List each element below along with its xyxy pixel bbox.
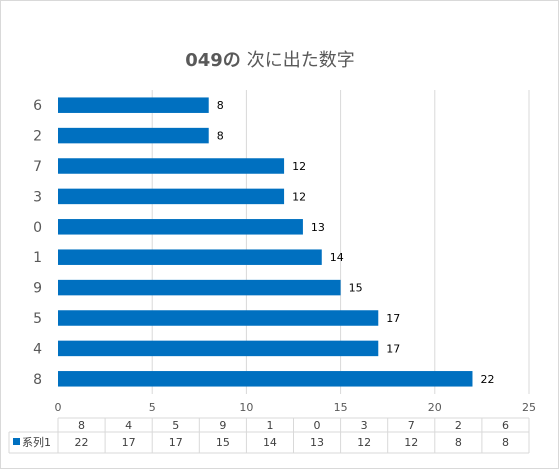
x-tick-label-0: 0	[55, 401, 62, 414]
bar-2	[58, 127, 209, 144]
data-label-2: 8	[217, 130, 224, 143]
data-label-6: 8	[217, 99, 224, 112]
x-tick-label-5: 5	[149, 401, 156, 414]
table-value-cell: 22	[75, 436, 89, 449]
category-label-6: 6	[33, 98, 42, 114]
table-row-label: 系列1	[22, 435, 51, 449]
bar-5	[58, 310, 379, 326]
table-header-cell: 4	[125, 419, 132, 432]
table-value-cell: 8	[502, 436, 509, 449]
bar-4	[58, 340, 379, 357]
data-label-9: 15	[349, 282, 363, 295]
table-value-cell: 15	[216, 436, 230, 449]
category-label-2: 2	[33, 129, 42, 145]
category-label-7: 7	[33, 159, 42, 175]
data-label-4: 17	[386, 342, 400, 355]
table-value-cell: 17	[122, 436, 136, 449]
data-label-8: 22	[480, 373, 494, 386]
chart-title-bold: 049の	[185, 50, 241, 71]
table-header-cell: 7	[408, 419, 415, 432]
chart-title-rest: 次に出た数字	[247, 50, 355, 71]
x-tick-label-25: 25	[522, 401, 536, 414]
table-header-cell: 9	[219, 419, 226, 432]
data-label-7: 12	[292, 160, 306, 173]
category-label-4: 4	[33, 341, 42, 357]
category-label-0: 0	[33, 220, 42, 236]
x-tick-label-20: 20	[428, 401, 442, 414]
category-label-3: 3	[33, 189, 42, 205]
bar-8	[58, 371, 473, 387]
data-label-5: 17	[386, 312, 400, 325]
category-label-8: 8	[33, 372, 42, 388]
bar-3	[58, 188, 285, 205]
x-tick-label-15: 15	[334, 401, 348, 414]
data-label-1: 14	[330, 251, 344, 264]
bar-9	[58, 279, 341, 296]
legend-key-swatch	[13, 438, 20, 445]
table-header-cell: 0	[314, 419, 321, 432]
bar-6	[58, 97, 209, 113]
bar-1	[58, 249, 322, 265]
chart-title: 049の 次に出た数字	[185, 50, 355, 71]
table-value-cell: 13	[310, 436, 324, 449]
table-value-cell: 12	[404, 436, 418, 449]
category-label-1: 1	[33, 250, 42, 266]
x-tick-label-10: 10	[239, 401, 253, 414]
table-header-cell: 8	[78, 419, 85, 432]
table-value-cell: 8	[455, 436, 462, 449]
table-value-cell: 17	[169, 436, 183, 449]
table-header-cell: 1	[266, 419, 273, 432]
bar-7	[58, 158, 285, 174]
category-label-9: 9	[33, 281, 42, 297]
table-value-cell: 14	[263, 436, 277, 449]
category-label-5: 5	[33, 311, 42, 327]
table-value-cell: 12	[357, 436, 371, 449]
table-header-cell: 5	[172, 419, 179, 432]
table-header-cell: 3	[361, 419, 368, 432]
data-table: 8 4 5 9 1 0 3 7 2 6 22 17 17 15 14 13 12 12 8 8 系列1	[8, 417, 530, 454]
data-label-3: 12	[292, 190, 306, 203]
table-header-cell: 6	[502, 419, 509, 432]
table-header-cell: 2	[455, 419, 462, 432]
bar-0	[58, 219, 303, 235]
plot-area: 6 8 2 8 7 12 3 12 0 13 1 14 9 15 5 17 4 17 8 22 0 5 10 15 20 25	[33, 90, 536, 414]
data-label-0: 13	[311, 221, 325, 234]
